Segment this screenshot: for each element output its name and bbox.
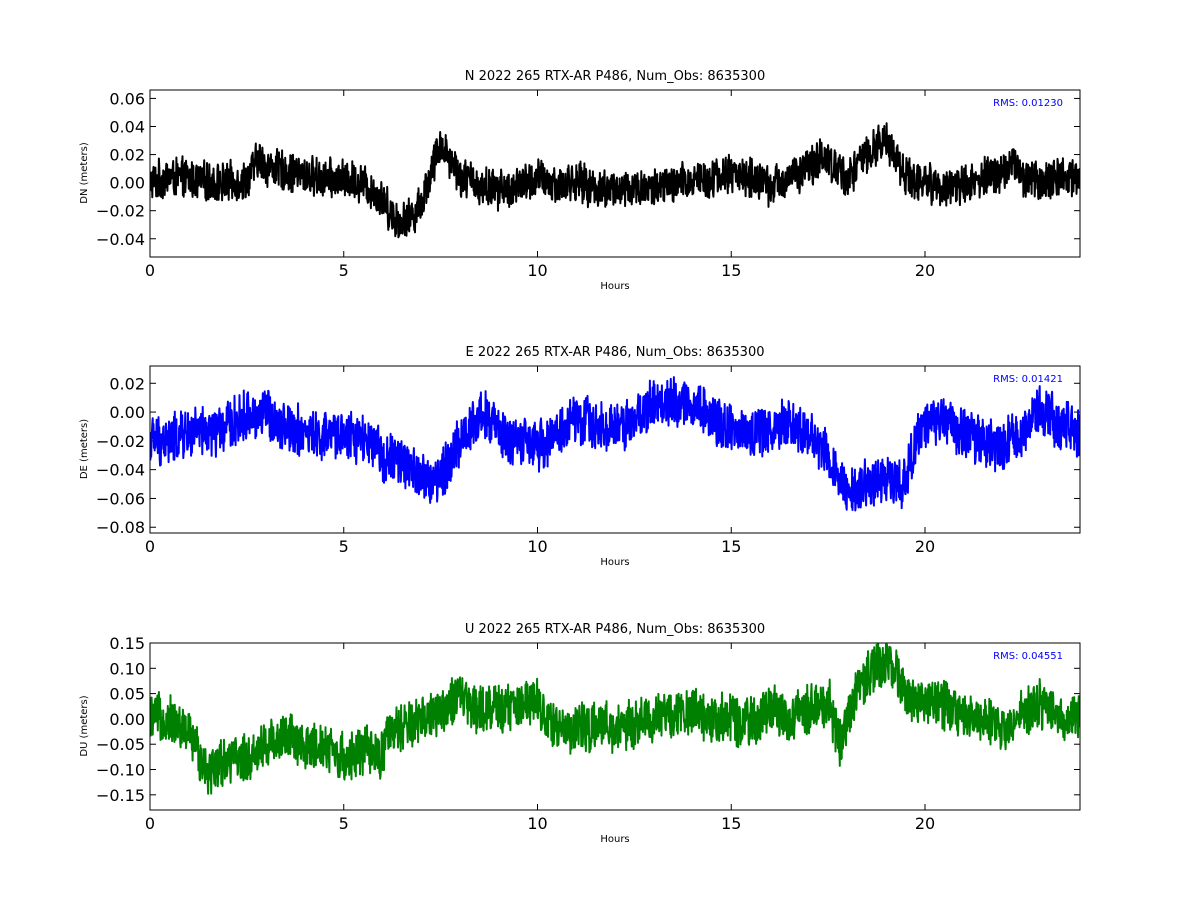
x-tick-label: 0 — [145, 261, 155, 280]
rms-annotation: RMS: 0.04551 — [993, 651, 1063, 662]
panel-east: E 2022 265 RTX-AR P486, Num_Obs: 8635300… — [79, 345, 1081, 568]
chart-title: N 2022 265 RTX-AR P486, Num_Obs: 8635300 — [465, 69, 765, 84]
y-tick-label: 0.06 — [109, 89, 145, 108]
y-tick-label: −0.05 — [96, 735, 145, 754]
y-tick-label: −0.04 — [96, 230, 145, 249]
plot-area — [150, 122, 1080, 239]
y-tick-group: −0.08 −0.06 −0.04 −0.02 0.00 0.02 — [96, 374, 1080, 537]
plot-area — [150, 376, 1080, 512]
y-axis-label: DE (meters) — [79, 419, 90, 479]
y-tick-label: −0.15 — [96, 786, 145, 805]
y-tick-label: −0.04 — [96, 461, 145, 480]
rms-annotation: RMS: 0.01230 — [993, 98, 1063, 109]
x-tick-label: 5 — [339, 537, 349, 556]
series-line — [150, 376, 1080, 512]
chart-title: U 2022 265 RTX-AR P486, Num_Obs: 8635300 — [465, 622, 765, 637]
y-axis-label: DN (meters) — [79, 142, 90, 204]
x-tick-label: 0 — [145, 814, 155, 833]
y-tick-label: 0.15 — [109, 634, 145, 653]
y-tick-label: 0.00 — [109, 403, 145, 422]
series-line — [150, 122, 1080, 239]
x-tick-label: 10 — [527, 814, 547, 833]
y-tick-label: −0.10 — [96, 761, 145, 780]
x-tick-group: 0 5 10 15 20 — [145, 643, 935, 833]
x-tick-label: 5 — [339, 261, 349, 280]
y-tick-label: 0.04 — [109, 117, 145, 136]
y-tick-label: −0.08 — [96, 518, 145, 537]
panel-north: N 2022 265 RTX-AR P486, Num_Obs: 8635300… — [79, 69, 1081, 292]
series-line — [150, 643, 1080, 795]
x-tick-label: 15 — [721, 537, 741, 556]
y-tick-label: −0.02 — [96, 202, 145, 221]
y-tick-label: 0.00 — [109, 174, 145, 193]
y-tick-group: −0.04 −0.02 0.00 0.02 0.04 0.06 — [96, 89, 1080, 249]
x-tick-label: 10 — [527, 537, 547, 556]
x-axis-label: Hours — [600, 834, 629, 845]
x-tick-label: 15 — [721, 814, 741, 833]
y-tick-label: −0.06 — [96, 489, 145, 508]
x-tick-group: 0 5 10 15 20 — [145, 366, 935, 556]
chart-title: E 2022 265 RTX-AR P486, Num_Obs: 8635300 — [466, 345, 765, 360]
x-tick-label: 20 — [915, 261, 935, 280]
y-tick-group: −0.15 −0.10 −0.05 0.00 0.05 0.10 0.15 — [96, 634, 1080, 805]
rms-annotation: RMS: 0.01421 — [993, 374, 1063, 385]
x-axis-label: Hours — [600, 281, 629, 292]
y-tick-label: 0.02 — [109, 146, 145, 165]
y-tick-label: −0.02 — [96, 432, 145, 451]
x-axis-label: Hours — [600, 557, 629, 568]
axes-frame — [149, 642, 1081, 811]
panel-up: U 2022 265 RTX-AR P486, Num_Obs: 8635300… — [79, 622, 1081, 845]
y-tick-label: 0.00 — [109, 710, 145, 729]
y-tick-label: 0.02 — [109, 374, 145, 393]
x-tick-label: 20 — [915, 814, 935, 833]
y-axis-label: DU (meters) — [79, 695, 90, 756]
axes-frame — [149, 89, 1081, 258]
axes-frame — [149, 365, 1081, 534]
y-tick-label: 0.10 — [109, 659, 145, 678]
x-tick-label: 10 — [527, 261, 547, 280]
plot-area — [150, 643, 1080, 795]
x-tick-label: 15 — [721, 261, 741, 280]
x-tick-label: 20 — [915, 537, 935, 556]
x-tick-label: 0 — [145, 537, 155, 556]
y-tick-label: 0.05 — [109, 685, 145, 704]
x-tick-label: 5 — [339, 814, 349, 833]
